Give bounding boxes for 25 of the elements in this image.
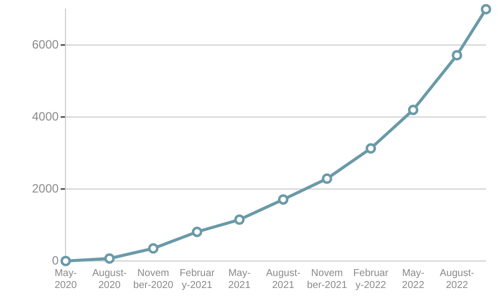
point <box>366 143 376 154</box>
point <box>104 253 115 264</box>
point <box>148 243 159 254</box>
x-tick-label: August-2020 <box>92 268 127 291</box>
x-tick-label: May-2020 <box>54 268 78 291</box>
y-tick-label: 2000 <box>32 181 60 196</box>
x-tick-label: May-2022 <box>402 268 425 291</box>
point <box>408 104 418 116</box>
x-tick-label: February-2021 <box>180 268 216 291</box>
point <box>234 214 245 225</box>
x-tick-label: November-2021 <box>307 268 348 291</box>
x-tick-label: August-2021 <box>266 268 300 291</box>
point <box>452 50 462 60</box>
point <box>192 226 202 238</box>
y-tick-label: 0 <box>52 253 60 268</box>
point <box>60 256 71 266</box>
point <box>278 194 288 205</box>
x-tick-label: November-2020 <box>133 268 174 291</box>
y-tick-label: 6000 <box>32 37 60 52</box>
point <box>480 4 492 14</box>
point <box>322 173 332 184</box>
x-tick-label: February-2022 <box>353 268 389 291</box>
x-tick-label: August-2022 <box>440 268 474 291</box>
y-tick-label: 4000 <box>32 109 60 124</box>
x-tick-label: May-2021 <box>228 268 251 291</box>
